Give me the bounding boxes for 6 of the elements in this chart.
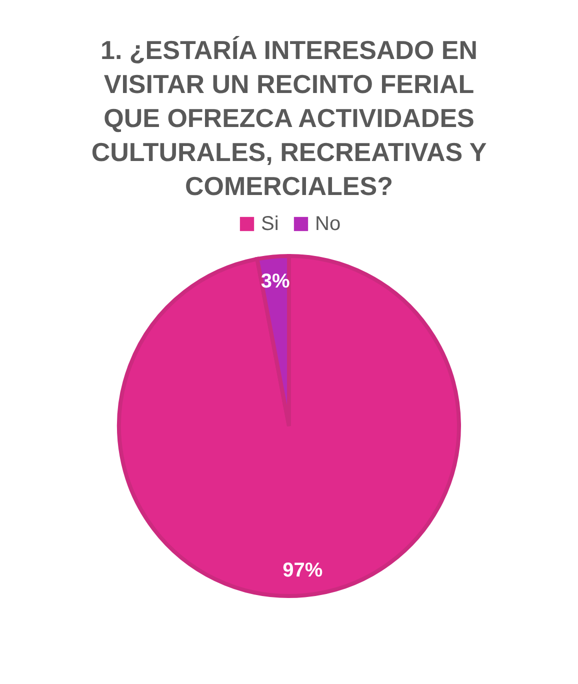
data-label: 97% (282, 559, 323, 582)
legend-label: Si (261, 213, 279, 235)
chart-title: 1. ¿ESTARÍA INTERESADO EN VISITAR UN RECINTO FERIAL QUE OFREZCA ACTIVIDADES CULTURALES, RECREATIVAS Y COMERCIALES? (91, 35, 487, 201)
legend-label: No (315, 213, 341, 235)
data-label: 3% (260, 270, 290, 293)
pie-slice (117, 254, 461, 598)
